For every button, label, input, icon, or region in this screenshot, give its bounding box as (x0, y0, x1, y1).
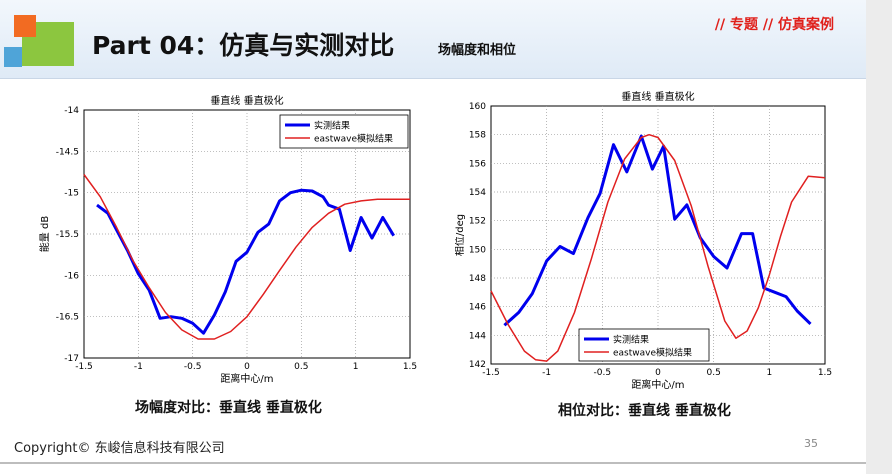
chart-title: 垂直线 垂直极化 (621, 90, 694, 103)
logo-orange-square-icon (14, 15, 36, 37)
logo-blue-square-icon (4, 47, 22, 67)
series-line-0 (96, 188, 395, 335)
y-tick-label: -15 (64, 189, 79, 199)
y-tick-label: 158 (469, 131, 486, 141)
x-axis-label: 距离中心/m (631, 378, 684, 390)
y-tick-label: -14 (64, 106, 79, 116)
x-tick-label: 0.5 (707, 368, 721, 378)
x-tick-label: 0.5 (294, 362, 308, 372)
chart-title: 垂直线 垂直极化 (210, 94, 283, 107)
amplitude-caption: 场幅度对比：垂直线 垂直极化 (135, 400, 322, 416)
y-tick-label: 154 (469, 188, 486, 198)
x-axis-label: 距离中心/m (220, 372, 273, 385)
y-tick-label: 144 (469, 331, 486, 341)
x-tick-label: -1.5 (482, 368, 500, 378)
y-tick-label: -15.5 (56, 230, 79, 240)
x-tick-label: -0.5 (184, 362, 202, 372)
legend-label-0: 实测结果 (613, 334, 649, 346)
right-edge-bar (866, 0, 892, 474)
legend-label-1: eastwave模拟结果 (314, 133, 393, 145)
footer-divider (0, 462, 866, 464)
y-tick-label: -17 (64, 354, 79, 364)
page-number: 35 (804, 437, 818, 450)
phase-caption: 相位对比：垂直线 垂直极化 (558, 403, 731, 419)
legend-box (578, 328, 710, 362)
x-tick-label: 1.5 (403, 362, 417, 372)
y-tick-label: 152 (469, 217, 486, 227)
series-line-1 (490, 133, 826, 362)
x-tick-label: -1.5 (75, 362, 93, 372)
slide-subtitle: 场幅度和相位 (438, 43, 517, 58)
y-axis-label: 相位/deg (455, 214, 466, 256)
x-tick-label: 0 (244, 362, 250, 372)
series-line-1 (83, 174, 410, 340)
legend-label-1: eastwave模拟结果 (613, 347, 692, 359)
legend-label-0: 实测结果 (314, 120, 350, 132)
y-tick-label: 146 (469, 303, 486, 313)
y-tick-label: -16.5 (56, 313, 79, 323)
x-tick-label: 1 (766, 368, 772, 378)
y-tick-label: 156 (469, 159, 486, 169)
x-tick-label: -1 (542, 368, 551, 378)
y-axis-label: 能量 dB (38, 216, 51, 253)
amplitude-chart: -1.5 -1 -0.5 0 0.5 1 1.5 -14 -14.5 -15 -15.5 -16 -16… (38, 94, 417, 385)
x-tick-label: 1.5 (818, 368, 832, 378)
y-tick-label: 142 (469, 360, 486, 370)
legend-box (279, 114, 409, 149)
y-tick-label: 160 (469, 102, 486, 112)
x-tick-label: 1 (353, 362, 359, 372)
x-tick-label: 0 (655, 368, 661, 378)
slide-title: Part 04：仿真与实测对比 (92, 31, 395, 60)
copyright-text: Copyright© 东峻信息科技有限公司 (14, 441, 225, 456)
header-bar: Part 04：仿真与实测对比 场幅度和相位 // 专题 // 仿真案例 (0, 0, 866, 79)
topic-tag: // 专题 // 仿真案例 (714, 17, 834, 33)
y-tick-label: -16 (64, 271, 79, 281)
y-tick-label: -14.5 (56, 147, 79, 157)
y-tick-label: 150 (469, 245, 486, 255)
x-tick-label: -0.5 (594, 368, 612, 378)
x-tick-label: -1 (134, 362, 143, 372)
y-tick-label: 148 (469, 274, 486, 284)
phase-chart: -1.5 -1 -0.5 0 0.5 1 1.5 142 144 146 148 150 152 154 1… (455, 90, 832, 390)
